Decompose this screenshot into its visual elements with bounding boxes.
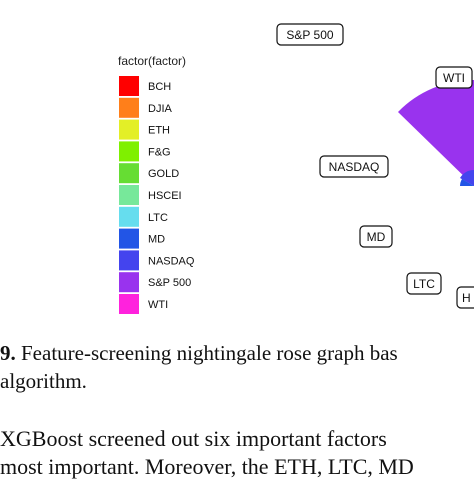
- svg-text:S&P 500: S&P 500: [286, 28, 333, 42]
- legend-swatch-djia: [119, 97, 139, 118]
- svg-text:WTI: WTI: [443, 71, 465, 85]
- legend-swatch-bch: [119, 76, 139, 96]
- legend-label-md: MD: [148, 234, 165, 246]
- body-text-line2: most important. Moreover, the ETH, LTC, …: [0, 454, 414, 479]
- legend-swatch-ltc: [119, 206, 139, 227]
- legend-label-s-p-500: S&P 500: [148, 277, 191, 289]
- legend-swatch-f-g: [119, 141, 139, 162]
- factor-label-ltc: LTC: [406, 272, 442, 295]
- rose-wedge-nasdaq: [460, 169, 474, 186]
- legend-label-gold: GOLD: [148, 168, 179, 180]
- factor-label-wti: WTI: [435, 66, 473, 89]
- factor-label-hscei-partial: H: [456, 286, 474, 309]
- figure-caption: 9. Feature-screening nightingale rose gr…: [0, 338, 474, 368]
- svg-text:LTC: LTC: [413, 277, 435, 291]
- legend-label-hscei: HSCEI: [148, 190, 182, 202]
- legend-swatch-s-p-500: [119, 272, 139, 293]
- factor-label-nasdaq: NASDAQ: [319, 155, 389, 178]
- legend-swatch-wti: [119, 294, 139, 314]
- legend-swatch-nasdaq: [119, 250, 139, 271]
- figure-number: 9.: [0, 341, 16, 365]
- rose-wedge-md: [460, 179, 474, 186]
- factor-label-md: MD: [359, 225, 393, 248]
- legend: BCH DJIA ETH F&G GOLD HSCEI LTC MD NASDAQ S&P 500…: [119, 76, 195, 314]
- legend-swatch-eth: [119, 119, 139, 140]
- svg-text:MD: MD: [367, 230, 386, 244]
- legend-label-nasdaq: NASDAQ: [148, 255, 195, 267]
- caption-text: Feature-screening nightingale rose graph…: [15, 341, 398, 365]
- caption-line2: algorithm.: [0, 369, 87, 393]
- legend-label-ltc: LTC: [148, 212, 168, 224]
- legend-swatch-md: [119, 228, 139, 249]
- rose-wedge-sp500: [398, 79, 474, 186]
- svg-text:NASDAQ: NASDAQ: [329, 160, 380, 174]
- legend-label-wti: WTI: [148, 299, 168, 311]
- legend-swatch-gold: [119, 163, 139, 184]
- legend-title: factor(factor): [118, 54, 186, 68]
- legend-label-bch: BCH: [148, 81, 171, 93]
- legend-label-f-g: F&G: [148, 146, 171, 158]
- rose-chart: factor(factor) BCH DJIA ETH F&G GOLD HSCEI LTC…: [118, 23, 474, 314]
- svg-text:H: H: [462, 291, 471, 305]
- legend-swatch-hscei: [119, 185, 139, 205]
- legend-label-eth: ETH: [148, 125, 170, 137]
- legend-label-djia: DJIA: [148, 103, 173, 115]
- factor-label-sp500: S&P 500: [276, 23, 344, 46]
- body-text-line1: XGBoost screened out six important facto…: [0, 426, 387, 451]
